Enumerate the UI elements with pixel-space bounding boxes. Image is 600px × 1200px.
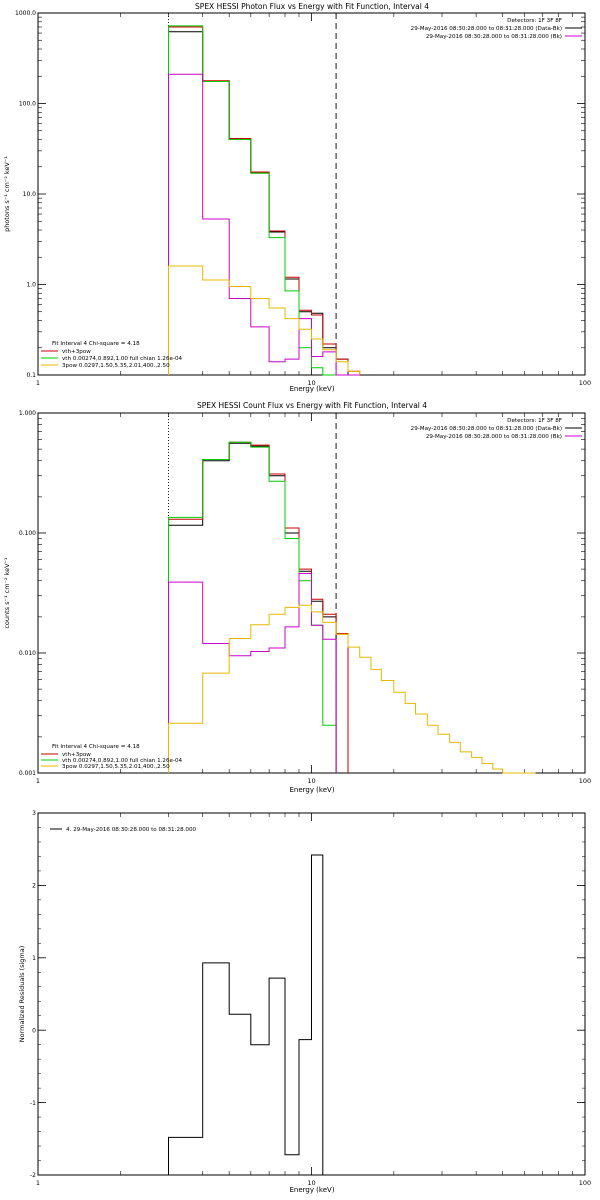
count-flux-fit-legend-title: Fit Interval 4 Chi-square = 4.18 [52, 744, 140, 750]
count-flux-fit-entry-3pow: 3pow 0.0297,1.50,5.35,2.01,400.,2.50 [62, 764, 170, 770]
count-flux-title: SPEX HESSI Count Flux vs Energy with Fit… [197, 401, 427, 410]
count-flux-x-tick-label: 1 [36, 777, 40, 785]
photon-flux-series-0 [168, 31, 360, 376]
count-flux-y-tick-label: 0.010 [19, 650, 36, 657]
count-flux-detector-legend-title: Detectors: 1F 3F 8F [507, 418, 562, 424]
photon-flux-reference-lines [168, 13, 337, 375]
photon-flux-y-axis-label: photons s⁻¹ cm⁻² keV⁻¹ [3, 156, 11, 232]
residuals-panel: Energy (keV) Normalized Residuals (sigma… [18, 810, 591, 1194]
photon-flux-series-group [168, 25, 361, 376]
count-flux-series-0 [168, 442, 337, 773]
photon-flux-x-tick-label: 10 [307, 379, 315, 387]
residuals-legend-entry: 4. 29-May-2016 08:30:28.000 to 08:31:28.… [66, 827, 197, 833]
count-flux-axis-ticks: 1 10 100 0.001 0.010 0.100 1.000 [19, 410, 591, 785]
count-flux-x-axis-label: Energy (keV) [289, 786, 334, 794]
photon-flux-series-4 [168, 265, 361, 375]
count-flux-y-tick-label: 1.000 [19, 410, 36, 417]
count-flux-y-axis-label: counts s⁻¹ cm⁻² keV⁻¹ [3, 557, 11, 629]
photon-flux-y-tick-label: 100.0 [19, 101, 36, 108]
photon-flux-series-1 [168, 26, 361, 375]
photon-flux-title: SPEX HESSI Photon Flux vs Energy with Fi… [195, 2, 429, 11]
count-flux-reference-lines [168, 413, 337, 773]
photon-flux-series-3 [168, 73, 360, 376]
residuals-axis-ticks: 1 10 100 -2 -1 0 1 2 3 [30, 810, 591, 1187]
photon-flux-panel: SPEX HESSI Photon Flux vs Energy with Fi… [3, 2, 591, 393]
photon-flux-detector-legend: Detectors: 1F 3F 8F 29-May-2016 08:30:28… [411, 18, 582, 40]
count-flux-fit-entry-total: vth+3pow [62, 752, 91, 758]
count-flux-detector-legend: Detectors: 1F 3F 8F 29-May-2016 08:30:28… [411, 418, 582, 440]
residuals-y-tick-label: 2 [32, 883, 36, 890]
residuals-x-tick-label: 100 [579, 1179, 591, 1187]
residuals-x-tick-label: 10 [307, 1179, 315, 1187]
photon-flux-x-tick-label: 1 [36, 379, 40, 387]
count-flux-y-tick-label: 0.001 [19, 770, 36, 777]
residuals-y-tick-label: -2 [30, 1172, 36, 1179]
residuals-legend: 4. 29-May-2016 08:30:28.000 to 08:31:28.… [50, 827, 197, 833]
count-flux-panel: SPEX HESSI Count Flux vs Energy with Fit… [3, 401, 591, 794]
photon-flux-y-tick-label: 10.0 [23, 191, 37, 198]
photon-flux-axis-ticks: 1 10 100 0.1 1.0 10.0 100.0 1000.0 [15, 10, 591, 387]
residuals-y-tick-label: 1 [32, 955, 36, 962]
count-flux-fit-legend: Fit Interval 4 Chi-square = 4.18 vth+3po… [41, 744, 183, 770]
photon-flux-legend-entry-data: 29-May-2016 08:30:28.000 to 08:31:28.000… [411, 26, 562, 32]
photon-flux-fit-entry-total: vth+3pow [62, 349, 91, 355]
photon-flux-series-2 [168, 25, 360, 376]
count-flux-y-tick-label: 0.100 [19, 530, 36, 537]
residuals-y-tick-label: -1 [30, 1100, 36, 1107]
count-flux-legend-entry-data: 29-May-2016 08:30:28.000 to 08:31:28.000… [411, 426, 562, 432]
count-flux-x-tick-label: 100 [579, 777, 591, 785]
photon-flux-fit-entry-3pow: 3pow 0.0297,1.50,5.35,2.01,400.,2.50 [62, 363, 170, 369]
residuals-y-tick-label: 3 [32, 810, 36, 817]
residuals-series-group [168, 854, 324, 1175]
photon-flux-fit-legend-title: Fit Interval 4 Chi-square = 4.18 [52, 341, 140, 347]
photon-flux-fit-legend: Fit Interval 4 Chi-square = 4.18 vth+3po… [41, 341, 183, 369]
photon-flux-legend-entry-bk: 29-May-2016 08:30:28.000 to 08:31:28.000… [426, 34, 562, 40]
count-flux-fit-entry-vth: vth 0.00274,0.892,1.00 full chian 1.26e-… [62, 758, 183, 764]
photon-flux-detector-legend-title: Detectors: 1F 3F 8F [507, 18, 562, 24]
photon-flux-y-tick-label: 0.1 [26, 372, 36, 379]
count-flux-legend-entry-bk: 29-May-2016 08:30:28.000 to 08:31:28.000… [426, 434, 562, 440]
photon-flux-x-tick-label: 100 [579, 379, 591, 387]
count-flux-series-3 [168, 573, 337, 773]
count-flux-series-4 [168, 604, 536, 774]
residuals-y-axis-label: Normalized Residuals (sigma) [18, 946, 26, 1043]
photon-flux-y-tick-label: 1.0 [26, 282, 36, 289]
residuals-series-0 [168, 854, 324, 1175]
photon-flux-x-axis-label: Energy (keV) [289, 385, 334, 393]
residuals-x-axis-label: Energy (keV) [289, 1186, 334, 1194]
photon-flux-fit-entry-vth: vth 0.00274,0.892,1.00 full chian 1.26e-… [62, 356, 183, 362]
count-flux-series-group [168, 441, 536, 774]
residuals-y-tick-label: 0 [32, 1027, 36, 1034]
residuals-x-tick-label: 1 [36, 1179, 40, 1187]
count-flux-x-tick-label: 10 [307, 777, 315, 785]
photon-flux-y-tick-label: 1000.0 [15, 10, 36, 17]
